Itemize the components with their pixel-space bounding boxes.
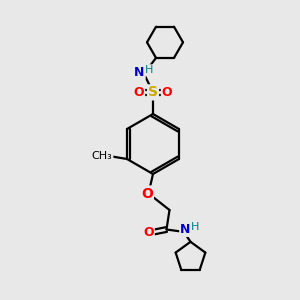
Text: N: N	[180, 223, 190, 236]
Text: O: O	[141, 187, 153, 200]
Text: H: H	[145, 65, 154, 75]
Text: O: O	[143, 226, 154, 239]
Text: CH₃: CH₃	[92, 151, 112, 161]
Text: S: S	[148, 85, 158, 99]
Text: N: N	[134, 66, 145, 79]
Text: O: O	[162, 86, 172, 99]
Text: H: H	[191, 221, 200, 232]
Text: O: O	[134, 86, 144, 99]
